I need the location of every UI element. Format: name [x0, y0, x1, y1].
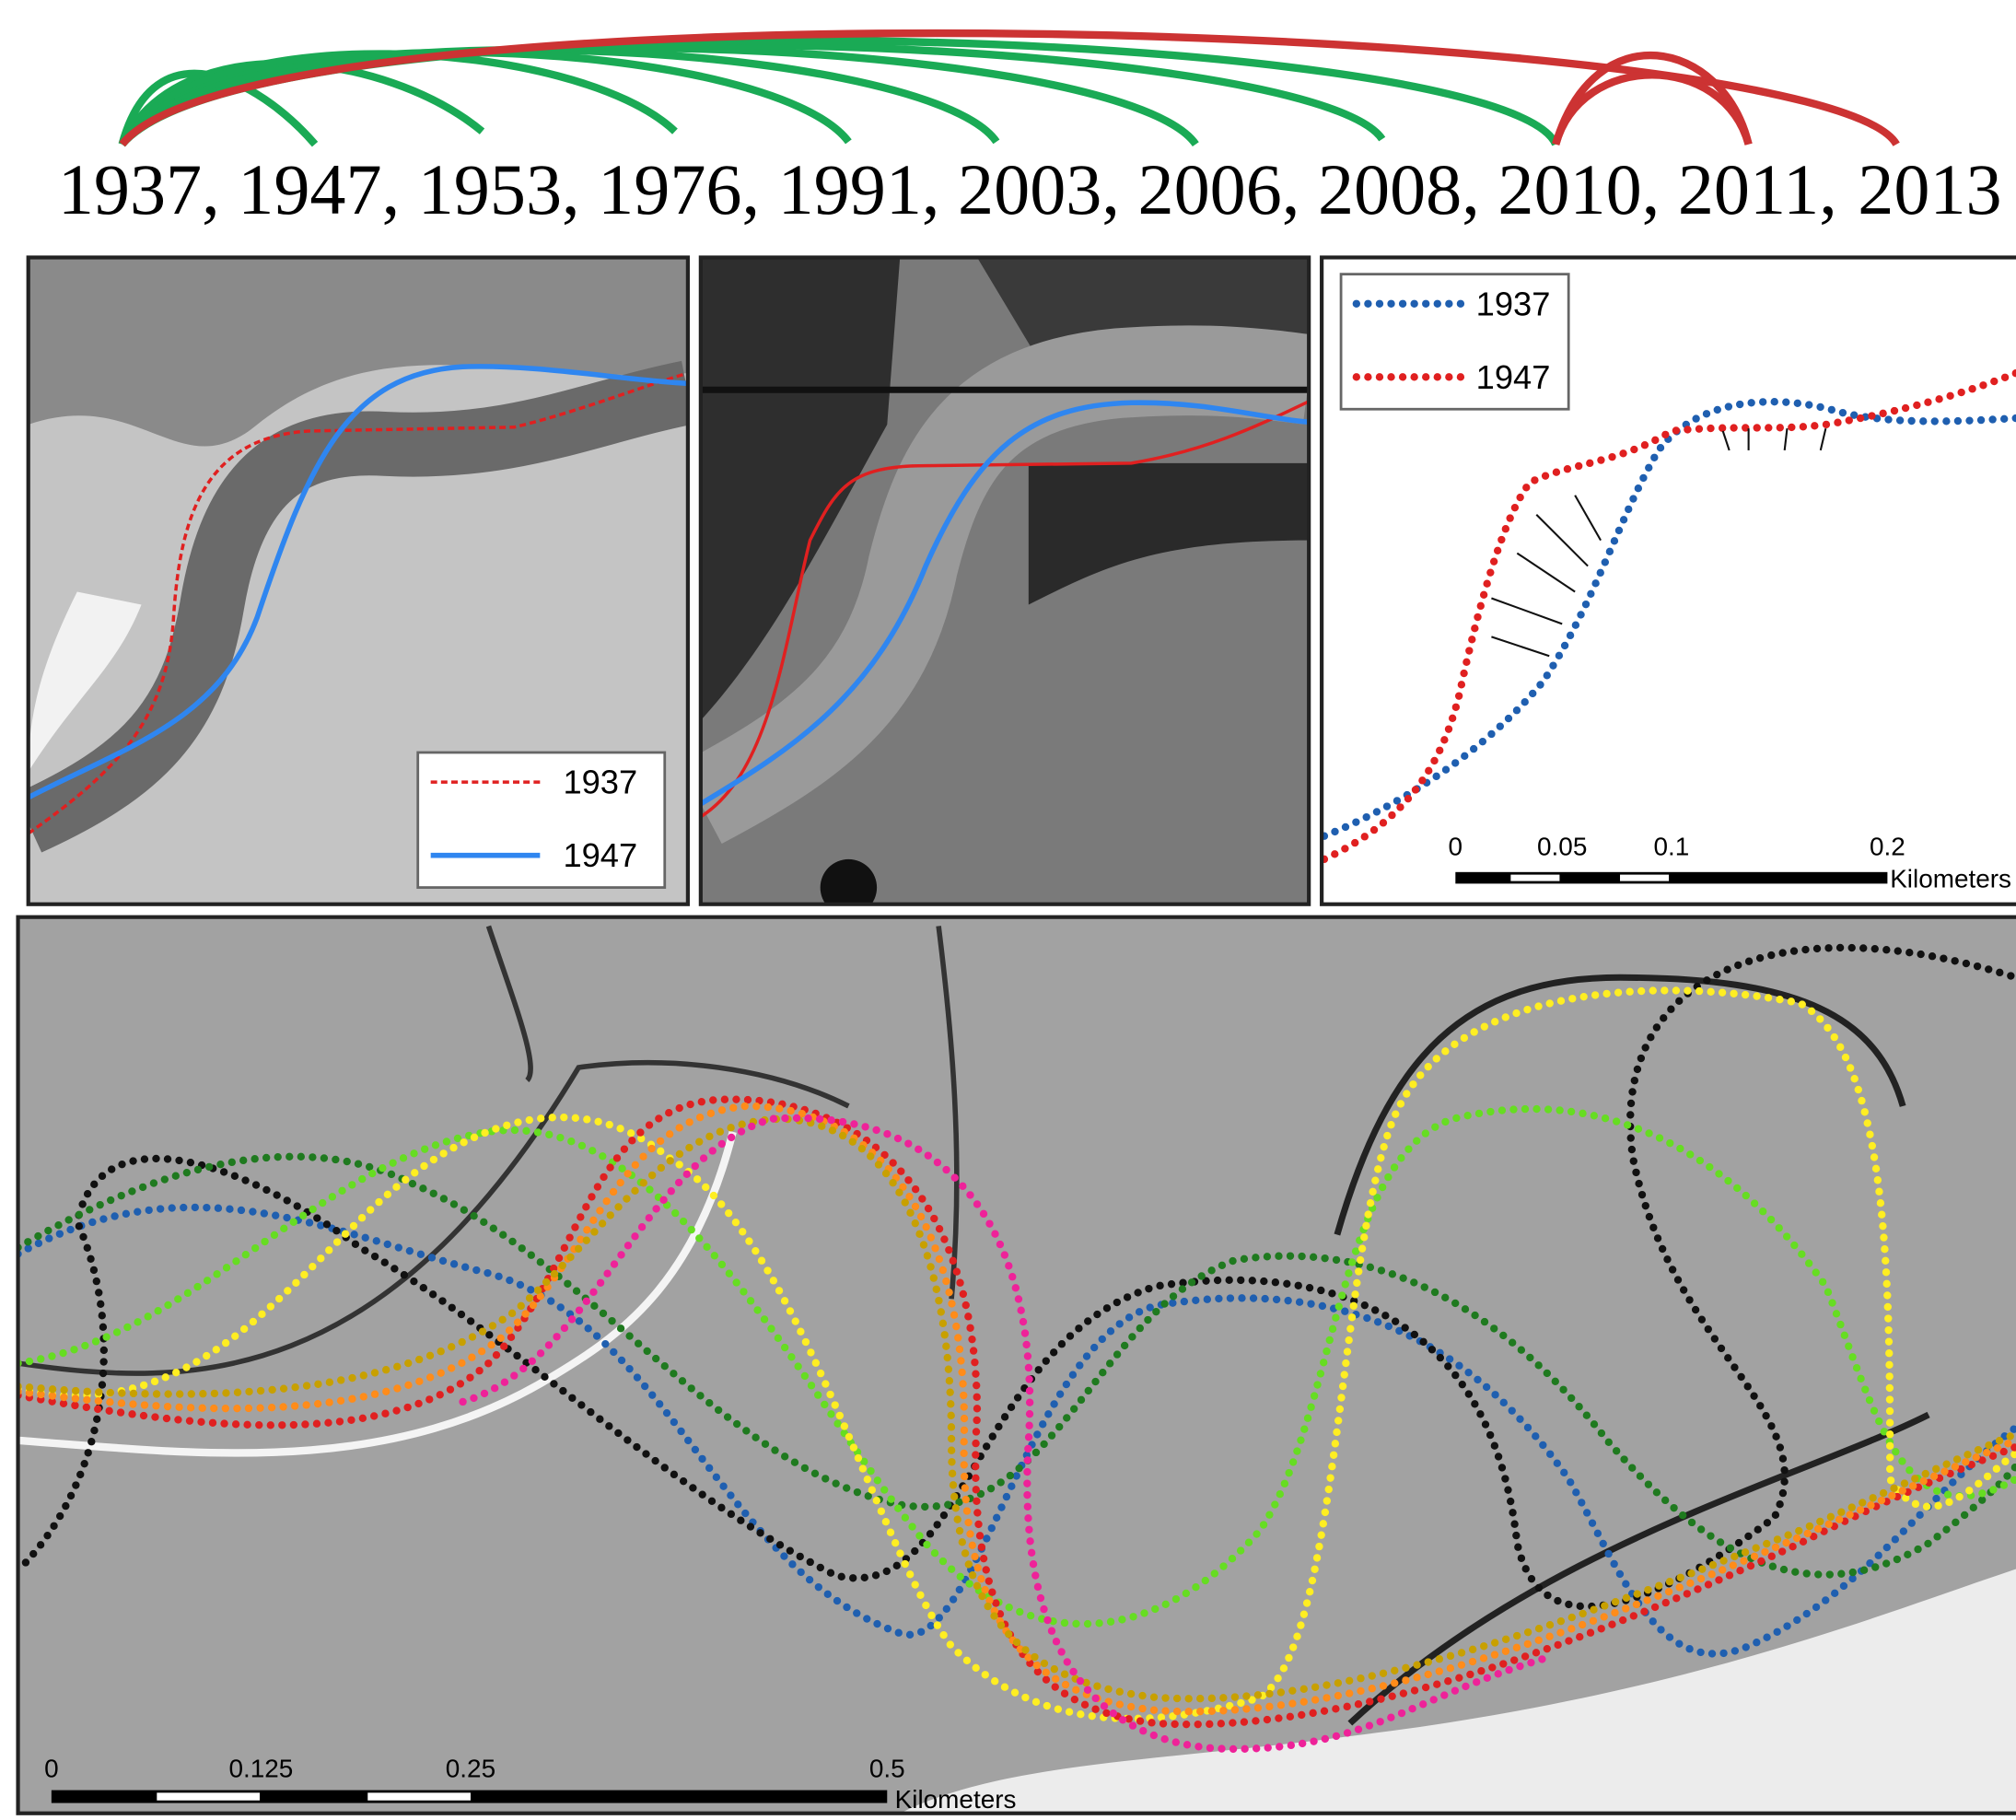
scale-unit: Kilometers — [895, 1785, 1017, 1814]
hillshade-map: 0 0.125 0.25 0.5 Kilometers — [18, 917, 2016, 1820]
year: 2003, — [958, 149, 1120, 229]
legend-label: 1947 — [1476, 358, 1551, 396]
scale-label: 0.1 — [1653, 833, 1689, 861]
year: 2006, — [1138, 149, 1300, 229]
scale-label: 0.5 — [869, 1755, 905, 1783]
timeline-arcs — [122, 33, 1897, 145]
year: 2011, — [1678, 149, 1837, 229]
scale-label: 0.2 — [1870, 833, 1905, 861]
centerline-panel: 1937 1947 0 0.05 0.1 0.2 Kilometers — [1322, 258, 2016, 904]
scale-label: 0 — [44, 1755, 59, 1783]
scale-label: 0.25 — [446, 1755, 495, 1783]
scale-label: 0.05 — [1537, 833, 1587, 861]
year: 1953, — [418, 149, 580, 229]
scale-label: 0 — [1449, 833, 1463, 861]
legend-label: 1947 — [563, 836, 637, 874]
scale-label: 0.125 — [228, 1755, 293, 1783]
year: 1991, — [778, 149, 940, 229]
timeline: 1937, 1947, 1953, 1976, 1991, 2003, 2006… — [58, 149, 2002, 229]
year: 1976, — [598, 149, 760, 229]
year: 2008, — [1318, 149, 1480, 229]
year: 2010, — [1497, 149, 1660, 229]
year: 1937, — [58, 149, 220, 229]
year: 1947, — [238, 149, 400, 229]
year: 2013 — [1858, 149, 2001, 229]
legend-label: 1937 — [1476, 285, 1551, 322]
figure: 1937, 1947, 1953, 1976, 1991, 2003, 2006… — [0, 0, 2016, 1820]
scale-unit: Kilometers — [1890, 865, 2011, 893]
legend-label: 1937 — [563, 764, 637, 801]
photo-1947 — [701, 258, 1309, 916]
photo-1937: 1937 1947 — [29, 258, 688, 904]
